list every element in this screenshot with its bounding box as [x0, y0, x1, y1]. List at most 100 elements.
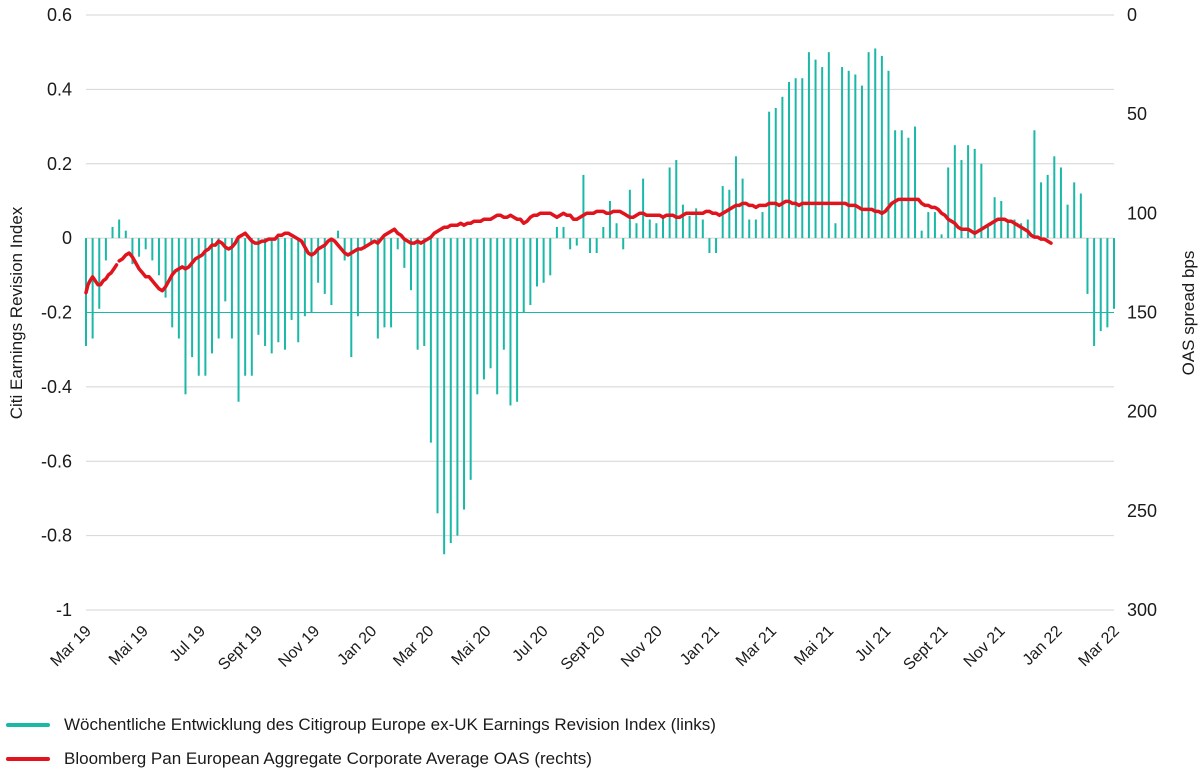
x-tick-label: Nov 21	[961, 623, 1009, 671]
bar	[993, 197, 996, 239]
bar	[794, 78, 797, 239]
bar	[390, 238, 393, 328]
bar	[602, 226, 605, 239]
bar	[542, 238, 545, 283]
bar	[509, 238, 512, 406]
bar	[920, 230, 923, 239]
bar	[131, 238, 134, 265]
bar	[801, 78, 804, 239]
bar	[655, 223, 658, 239]
bar	[217, 238, 220, 339]
bar	[290, 238, 293, 320]
bar	[356, 238, 359, 317]
bar	[230, 238, 233, 339]
bar	[330, 238, 333, 306]
x-tick-label: Sept 20	[558, 623, 609, 674]
bar	[476, 238, 479, 395]
bar	[257, 238, 260, 335]
bar	[469, 238, 472, 480]
bar	[688, 215, 691, 239]
legend-label-bars: Wöchentliche Entwicklung des Citigroup E…	[64, 715, 716, 734]
bar	[894, 130, 897, 239]
bar	[589, 238, 592, 253]
bar	[496, 238, 499, 395]
bar	[907, 137, 910, 239]
bar	[429, 238, 432, 443]
bar	[681, 204, 684, 239]
bar	[443, 238, 446, 555]
y-tick-label-left: 0.2	[47, 154, 72, 174]
bar	[171, 238, 174, 328]
bar	[482, 238, 485, 380]
bar	[549, 238, 552, 276]
revision-index-bars	[85, 48, 1115, 555]
x-tick-label: Jan 22	[1020, 623, 1066, 669]
bar	[1059, 167, 1062, 239]
bar	[224, 238, 227, 302]
bar	[562, 226, 565, 239]
bar	[1073, 182, 1076, 239]
bar	[675, 160, 678, 239]
y-tick-label-right: 250	[1127, 501, 1157, 521]
bar	[1040, 182, 1043, 239]
legend-label-line: Bloomberg Pan European Aggregate Corpora…	[64, 749, 592, 768]
bar	[1053, 156, 1056, 239]
axes: 0.6 0.4 0.2 0 -0.2 -0.4 -0.6 -0.8 -1 0 50 100 150 200…	[41, 5, 1157, 674]
y-tick-label-right: 200	[1127, 402, 1157, 422]
bar	[191, 238, 194, 358]
x-tick-label: Mai 19	[106, 623, 152, 669]
bar	[1113, 238, 1115, 309]
bar	[622, 238, 625, 250]
bar	[396, 238, 399, 250]
bar	[1013, 219, 1016, 239]
bar	[728, 189, 731, 239]
x-tick-label: Sept 19	[215, 623, 266, 674]
x-tick-label: Nov 19	[275, 623, 323, 671]
bar	[244, 238, 247, 376]
bar	[363, 238, 366, 250]
y-tick-label-right: 300	[1127, 600, 1157, 620]
bar	[754, 219, 757, 239]
bar	[1026, 219, 1029, 239]
bar	[376, 238, 379, 339]
bar	[841, 67, 844, 239]
bar	[555, 226, 558, 239]
x-tick-label: Sept 21	[900, 623, 951, 674]
oas-line	[84, 197, 1053, 295]
y-tick-label-left: -0.6	[41, 451, 72, 471]
bar	[283, 238, 286, 350]
legend-swatch-bars	[6, 723, 50, 727]
bar	[781, 96, 784, 239]
bar	[788, 81, 791, 239]
bar	[529, 238, 532, 306]
bar	[986, 226, 989, 239]
bar	[204, 238, 207, 376]
bar	[303, 238, 306, 317]
bar	[807, 52, 810, 239]
bar	[980, 163, 983, 239]
bar	[211, 238, 214, 354]
bar	[821, 67, 824, 239]
bar	[177, 238, 180, 339]
y-axis-title-left: Citi Earnings Revision Index	[7, 206, 26, 419]
x-tick-label: Jul 20	[510, 623, 552, 665]
bar	[1033, 130, 1036, 239]
x-tick-label: Jul 19	[167, 623, 209, 665]
bar	[1106, 238, 1109, 328]
bar	[436, 238, 439, 514]
bar	[370, 238, 373, 242]
y-tick-label-right: 100	[1127, 203, 1157, 223]
bar	[184, 238, 187, 395]
bar	[874, 48, 877, 239]
bar	[947, 167, 950, 239]
bar	[1093, 238, 1096, 346]
bar	[847, 70, 850, 239]
bar	[1006, 219, 1009, 239]
bar	[708, 238, 711, 253]
bar	[111, 226, 114, 239]
bar	[741, 178, 744, 239]
y-tick-label-left: -1	[56, 600, 72, 620]
bar	[748, 219, 751, 239]
bar	[642, 178, 645, 239]
